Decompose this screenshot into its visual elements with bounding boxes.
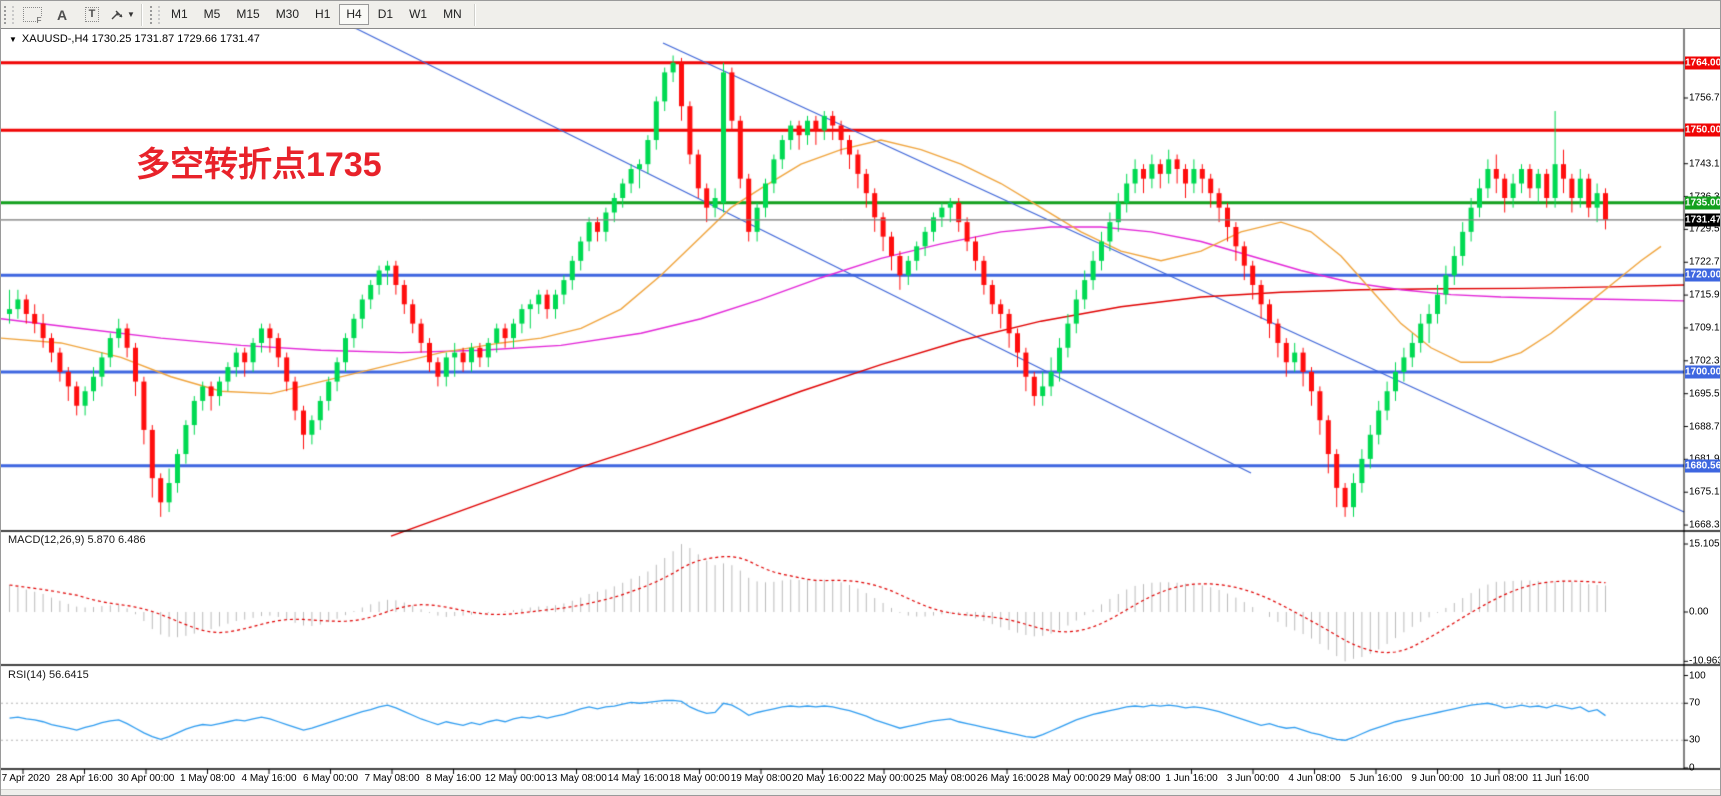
price-level-badge: 1700.00 (1685, 365, 1721, 379)
price-axis-label: 1695.50 (1689, 388, 1720, 400)
date-axis-label: 19 May 08:00 (730, 773, 792, 784)
tf-button-m1[interactable]: M1 (171, 7, 188, 21)
toolbar-separator (473, 3, 476, 26)
rsi-axis-label: 70 (1689, 697, 1701, 709)
date-axis-label: 13 May 08:00 (546, 773, 607, 784)
tf-button-h4[interactable]: H4 (339, 4, 369, 25)
text-label-icon[interactable]: A (56, 6, 68, 23)
chevron-down-icon[interactable]: ▼ (9, 35, 17, 44)
date-axis-label: 6 May 00:00 (302, 773, 359, 784)
price-axis-label: 1743.10 (1689, 158, 1720, 170)
timeframe-group: M1 M5 M15 M30 H1 H4 D1 W1 MN (163, 4, 470, 25)
rsi-axis-label: 0 (1689, 762, 1695, 774)
date-axis-label: 5 Jun 16:00 (1349, 773, 1403, 784)
date-axis-label: 1 Jun 16:00 (1165, 773, 1218, 784)
date-axis-label: 25 May 08:00 (915, 773, 976, 784)
tf-button-mn[interactable]: MN (443, 7, 462, 21)
price-level-badge: 1720.00 (1685, 268, 1721, 282)
window-bottom-strip (1, 789, 1720, 795)
price-axis-label: 1722.70 (1689, 256, 1720, 268)
date-axis-label: 7 May 08:00 (364, 773, 420, 784)
dropdown-caret-icon[interactable]: ▼ (127, 10, 135, 19)
tf-button-w1[interactable]: W1 (409, 7, 428, 21)
price-axis-label: 1688.70 (1689, 421, 1720, 432)
price-axis-label: 1668.30 (1689, 519, 1720, 531)
price-axis-label: 1709.10 (1689, 322, 1720, 334)
dotted-grid-f-icon[interactable]: F (19, 4, 45, 26)
price-level-badge: 1731.47 (1685, 213, 1721, 227)
symbol-ohlc-text: XAUUSD-,H4 1730.25 1731.87 1729.66 1731.… (21, 33, 260, 45)
date-axis-label: 18 May 00:00 (669, 773, 730, 784)
toolbar-separator (141, 3, 143, 26)
price-level-badge: 1680.56 (1685, 459, 1721, 473)
date-axis-label: 10 Jun 08:00 (1470, 773, 1528, 784)
date-axis-label: 22 May 00:00 (853, 773, 915, 784)
date-axis-label: 28 Apr 16:00 (56, 773, 113, 784)
price-axis-label: 1715.90 (1689, 289, 1720, 301)
text-box-icon[interactable]: T (79, 4, 105, 26)
date-axis-label: 1 May 08:00 (179, 773, 236, 784)
date-axis-label: 28 May 00:00 (1038, 773, 1099, 784)
toolbar-drag-handle[interactable] (150, 5, 160, 24)
price-axis-label: 1756.70 (1689, 92, 1720, 104)
arrows-tool-icon[interactable]: ▼ (109, 4, 135, 26)
macd-axis-label: 15.105 (1689, 538, 1720, 550)
tf-button-h1[interactable]: H1 (315, 7, 331, 21)
rsi-label: RSI(14) 56.6415 (8, 669, 89, 681)
date-axis-label: 20 May 16:00 (792, 773, 853, 784)
toolbar-drag-handle[interactable] (4, 5, 14, 24)
chart-annotation-text[interactable]: 多空转折点1735 (136, 146, 382, 184)
price-level-badge: 1735.00 (1685, 196, 1721, 210)
price-axis-label: 1729.50 (1689, 223, 1720, 235)
date-axis-label: 29 May 08:00 (1099, 773, 1161, 784)
date-axis-label: 27 Apr 2020 (0, 773, 50, 784)
date-axis-label: 9 Jun 00:00 (1411, 773, 1464, 784)
date-axis-label: 4 May 16:00 (241, 773, 297, 784)
date-axis-label: 4 Jun 08:00 (1288, 773, 1341, 784)
date-axis-label: 26 May 16:00 (976, 773, 1038, 784)
symbol-header[interactable]: ▼ XAUUSD-,H4 1730.25 1731.87 1729.66 1731… (9, 33, 260, 45)
macd-axis-label: -10.963 (1689, 655, 1721, 667)
price-axis-label: 1702.30 (1689, 355, 1720, 367)
rsi-axis-label: 30 (1689, 734, 1701, 746)
rsi-axis-label: 100 (1689, 670, 1706, 681)
macd-axis-label: 0.00 (1689, 606, 1709, 618)
date-axis-label: 8 May 16:00 (425, 773, 482, 784)
tf-button-d1[interactable]: D1 (377, 7, 394, 21)
date-axis-label: 14 May 16:00 (607, 773, 669, 784)
price-axis-label: 1675.10 (1689, 486, 1720, 498)
tf-button-m30[interactable]: M30 (275, 7, 300, 21)
date-axis-label: 12 May 00:00 (484, 773, 546, 784)
tf-button-m15[interactable]: M15 (236, 7, 260, 21)
date-axis-label: 30 Apr 00:00 (117, 773, 175, 784)
tf-button-m5[interactable]: M5 (203, 7, 221, 21)
toolbar: F A T ▼ M1 M5 M15 M30 H1 H4 D1 W1 MN (1, 1, 1720, 29)
macd-label: MACD(12,26,9) 5.870 6.486 (8, 534, 146, 546)
date-axis-label: 11 Jun 16:00 (1531, 773, 1590, 784)
price-level-badge: 1764.00 (1685, 56, 1721, 70)
price-level-badge: 1750.00 (1685, 123, 1721, 137)
date-axis-label: 3 Jun 00:00 (1226, 773, 1280, 784)
